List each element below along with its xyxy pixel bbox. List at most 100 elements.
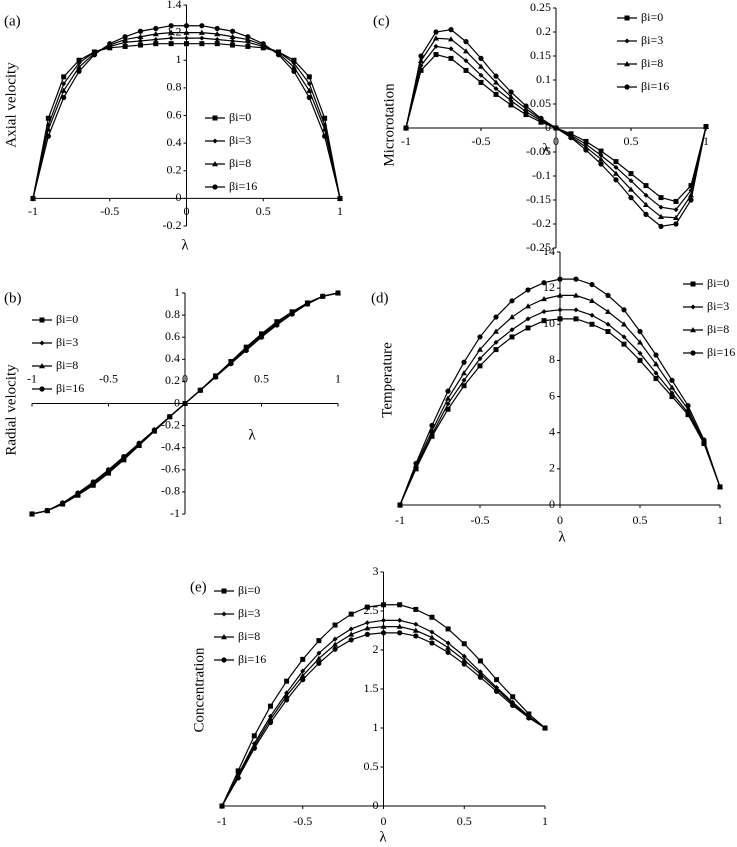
marker [291,68,297,74]
marker [445,395,451,401]
marker [228,361,234,367]
marker [541,309,547,315]
marker [413,460,419,467]
marker [153,25,159,32]
marker [673,221,679,227]
marker [137,28,144,34]
marker [621,334,627,340]
y-tick-label: 0.2 [167,163,182,177]
marker [508,102,514,108]
marker [658,204,664,210]
marker [688,192,694,198]
marker [508,93,514,99]
marker [153,37,159,43]
marker [284,697,290,703]
marker [198,29,205,35]
marker [315,655,322,661]
marker [304,301,310,307]
marker [76,60,82,66]
marker [396,623,403,629]
marker [276,52,282,58]
marker [461,653,467,659]
marker [61,74,67,80]
marker [235,768,241,774]
marker [283,693,290,699]
legend-label: βi=3 [641,33,663,47]
panel-label: (a) [4,13,21,29]
marker [605,292,611,298]
marker [598,156,604,162]
marker [258,334,265,340]
marker [478,55,484,62]
marker [214,41,220,47]
marker [493,73,499,79]
marker [493,86,499,92]
marker [182,400,188,407]
marker [243,347,249,354]
marker [628,171,634,177]
legend-label: βi=3 [238,606,260,620]
x-tick-label: -0.5 [472,134,491,148]
marker [445,406,451,412]
y-tick-label: 0 [373,798,379,812]
marker [230,42,236,48]
y-tick-label: 0.05 [530,96,551,110]
marker [509,327,515,333]
y-tick-label: -0.2 [532,216,551,230]
x-tick-label: 0.5 [457,814,472,828]
marker [628,178,634,184]
legend-marker [221,657,227,663]
x-tick-label: 0 [557,513,563,527]
marker [461,641,467,647]
marker [348,631,355,637]
marker [493,328,499,334]
legend-marker [39,340,45,346]
x-axis-title: λ [248,427,256,443]
marker [229,28,236,34]
marker [523,103,529,109]
marker [168,23,174,29]
marker [251,733,257,739]
y-tick-label: 0.25 [530,0,551,14]
legend-label: βi=16 [56,381,84,395]
y-tick-label: 4 [549,424,555,438]
marker [478,79,484,85]
marker [477,334,483,340]
y-tick-label: 1 [373,720,379,734]
marker [184,35,189,41]
marker [60,500,66,506]
marker [433,52,439,58]
x-tick-label: -1 [27,371,37,385]
legend-marker [212,184,218,190]
marker [335,290,341,296]
marker [637,328,643,335]
marker [685,403,691,409]
marker [413,633,419,639]
x-axis-title: λ [379,829,387,845]
x-tick-label: 0 [553,134,559,148]
y-tick-label: 0.6 [167,107,182,121]
marker [658,213,664,219]
marker [300,677,306,683]
marker [478,72,484,78]
marker [701,437,707,443]
marker [137,38,143,44]
marker [291,60,297,66]
marker [493,79,499,85]
marker [542,725,548,731]
legend-label: βi=8 [229,156,251,170]
marker [306,74,312,80]
x-tick-label: 0.5 [633,513,648,527]
y-tick-label: 2 [373,642,379,656]
legend-marker [690,281,696,287]
y-tick-label: 0.4 [167,135,182,149]
marker [397,617,403,623]
marker [152,31,159,37]
marker [348,626,354,632]
marker [463,39,469,45]
y-tick-label: 1.5 [364,681,379,695]
panel: -0.200.20.40.60.811.21.4-1 -0.5 0 0.5 1λAxia… [3,0,343,253]
x-tick-label: 0 [381,814,387,828]
marker [433,43,439,49]
